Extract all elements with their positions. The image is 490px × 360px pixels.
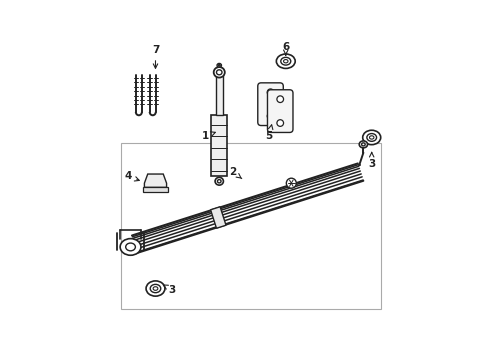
Text: 4: 4 <box>124 171 139 181</box>
Ellipse shape <box>217 63 221 67</box>
Ellipse shape <box>363 130 381 145</box>
Bar <box>143 187 168 192</box>
Ellipse shape <box>367 134 376 141</box>
Ellipse shape <box>359 141 368 148</box>
Bar <box>216 75 223 115</box>
Text: 5: 5 <box>266 125 273 141</box>
Ellipse shape <box>120 239 141 255</box>
Circle shape <box>277 120 284 126</box>
Circle shape <box>277 96 284 103</box>
Bar <box>212 115 227 176</box>
Circle shape <box>286 178 296 188</box>
Text: 6: 6 <box>282 42 290 55</box>
Circle shape <box>267 89 274 96</box>
Ellipse shape <box>218 180 221 183</box>
FancyBboxPatch shape <box>258 83 283 126</box>
Ellipse shape <box>146 281 165 296</box>
Circle shape <box>267 113 274 120</box>
Ellipse shape <box>217 70 222 75</box>
Text: 7: 7 <box>152 45 159 68</box>
Text: 1: 1 <box>202 131 215 141</box>
Ellipse shape <box>276 54 295 68</box>
FancyBboxPatch shape <box>268 90 293 132</box>
Polygon shape <box>145 174 167 187</box>
Ellipse shape <box>362 143 365 146</box>
Bar <box>121 143 381 309</box>
Text: 3: 3 <box>163 285 176 295</box>
Ellipse shape <box>126 243 135 251</box>
Ellipse shape <box>150 284 161 293</box>
Text: 2: 2 <box>229 167 242 179</box>
Ellipse shape <box>215 177 223 185</box>
Ellipse shape <box>218 64 220 66</box>
Polygon shape <box>211 207 226 228</box>
Ellipse shape <box>281 57 291 65</box>
Text: 3: 3 <box>368 153 375 169</box>
Ellipse shape <box>153 287 158 290</box>
Ellipse shape <box>214 67 225 77</box>
Ellipse shape <box>369 136 374 139</box>
Ellipse shape <box>284 59 288 63</box>
